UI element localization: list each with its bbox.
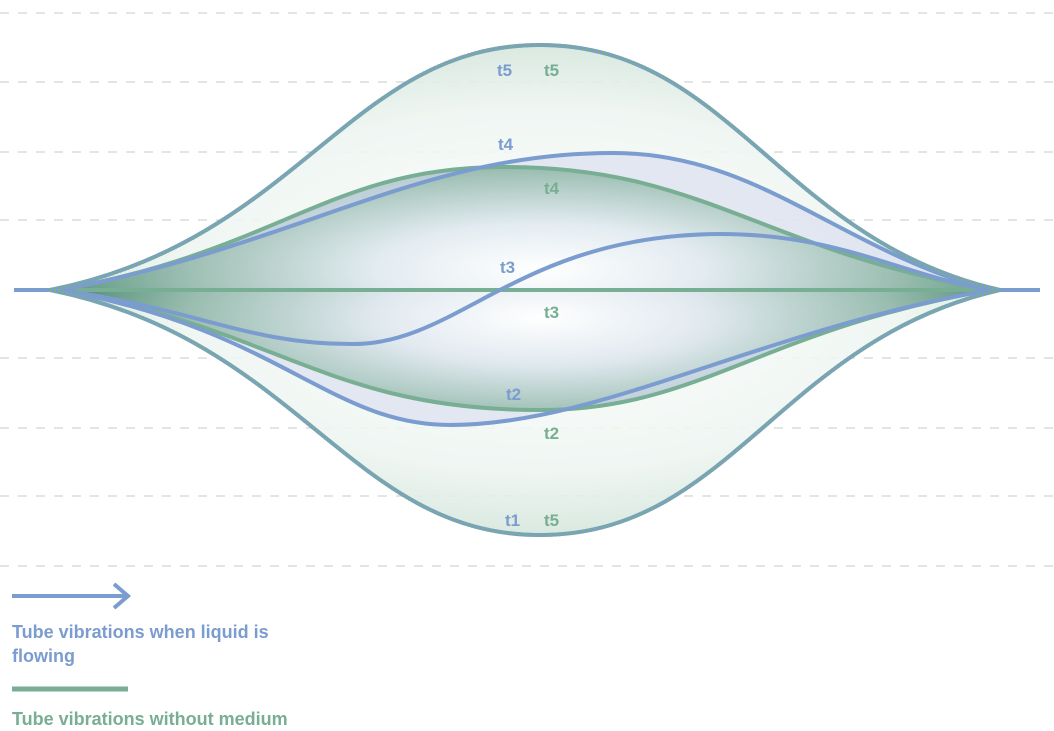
label-t1-flow: t1 bbox=[505, 511, 520, 530]
label-t2-flow: t2 bbox=[506, 385, 521, 404]
label-t4-still: t4 bbox=[544, 179, 560, 198]
upper-still-fill bbox=[60, 166, 990, 290]
label-t3-still: t3 bbox=[544, 303, 559, 322]
arrow-right-icon bbox=[12, 582, 132, 610]
label-t2-still: t2 bbox=[544, 424, 559, 443]
flow-curve-t4 bbox=[14, 150, 1040, 292]
legend-label-flowing: Tube vibrations when liquid is flowing bbox=[12, 622, 269, 666]
label-t3-flow: t3 bbox=[500, 258, 515, 277]
lower-still-fill bbox=[60, 290, 990, 410]
flow-curve-t3 bbox=[59, 231, 991, 347]
label-t5-still: t5 bbox=[544, 61, 559, 80]
label-t4-flow: t4 bbox=[498, 135, 514, 154]
outer-envelope-stroke-still bbox=[49, 42, 1001, 538]
label-t5-still-bottom: t5 bbox=[544, 511, 559, 530]
legend-label-without-medium: Tube vibrations without medium bbox=[12, 709, 288, 729]
label-t5-flow: t5 bbox=[497, 61, 512, 80]
flow-curve-t2 bbox=[59, 288, 991, 428]
still-curve-t2 bbox=[59, 288, 991, 413]
